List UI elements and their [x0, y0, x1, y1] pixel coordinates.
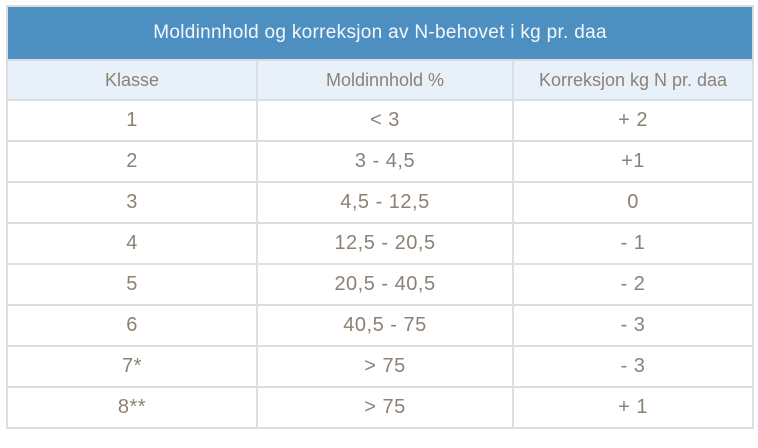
cell-klasse: 2: [6, 140, 258, 183]
cell-korreksjon: 0: [511, 181, 755, 224]
column-header-klasse: Klasse: [6, 59, 258, 101]
column-header-moldinnhold: Moldinnhold %: [256, 59, 514, 101]
table-row: 7* > 75 - 3: [6, 345, 755, 388]
cell-moldinnhold: 4,5 - 12,5: [256, 181, 514, 224]
cell-moldinnhold: < 3: [256, 99, 514, 142]
cell-korreksjon: +1: [511, 140, 755, 183]
table-row: 5 20,5 - 40,5 - 2: [6, 263, 755, 306]
table-row: 8** > 75 + 1: [6, 386, 755, 429]
cell-klasse: 6: [6, 304, 258, 347]
cell-korreksjon: + 1: [511, 386, 755, 429]
cell-klasse: 5: [6, 263, 258, 306]
cell-korreksjon: - 2: [511, 263, 755, 306]
table-row: 3 4,5 - 12,5 0: [6, 181, 755, 224]
cell-klasse: 1: [6, 99, 258, 142]
cell-klasse: 3: [6, 181, 258, 224]
cell-moldinnhold: 3 - 4,5: [256, 140, 514, 183]
cell-klasse: 4: [6, 222, 258, 265]
cell-moldinnhold: 20,5 - 40,5: [256, 263, 514, 306]
cell-moldinnhold: 40,5 - 75: [256, 304, 514, 347]
table-row: 4 12,5 - 20,5 - 1: [6, 222, 755, 265]
cell-korreksjon: - 3: [511, 304, 755, 347]
table-head: Moldinnhold og korreksjon av N-behovet i…: [5, 5, 755, 101]
title-row: Moldinnhold og korreksjon av N-behovet i…: [5, 5, 755, 61]
cell-moldinnhold: > 75: [256, 345, 514, 388]
table-body: 1 < 3 + 2 2 3 - 4,5 +1 3 4,5 - 12,5 0 4 …: [6, 99, 755, 429]
cell-korreksjon: - 1: [511, 222, 755, 265]
cell-klasse: 7*: [6, 345, 258, 388]
table-title: Moldinnhold og korreksjon av N-behovet i…: [5, 5, 755, 61]
cell-moldinnhold: > 75: [256, 386, 514, 429]
cell-moldinnhold: 12,5 - 20,5: [256, 222, 514, 265]
cell-korreksjon: + 2: [511, 99, 755, 142]
cell-korreksjon: - 3: [511, 345, 755, 388]
table-row: 2 3 - 4,5 +1: [6, 140, 755, 183]
column-header-korreksjon: Korreksjon kg N pr. daa: [511, 59, 755, 101]
column-header-row: Klasse Moldinnhold % Korreksjon kg N pr.…: [6, 59, 755, 101]
table-row: 1 < 3 + 2: [6, 99, 755, 142]
cell-klasse: 8**: [6, 386, 258, 429]
table-row: 6 40,5 - 75 - 3: [6, 304, 755, 347]
moldinnhold-table: Moldinnhold og korreksjon av N-behovet i…: [5, 5, 755, 429]
